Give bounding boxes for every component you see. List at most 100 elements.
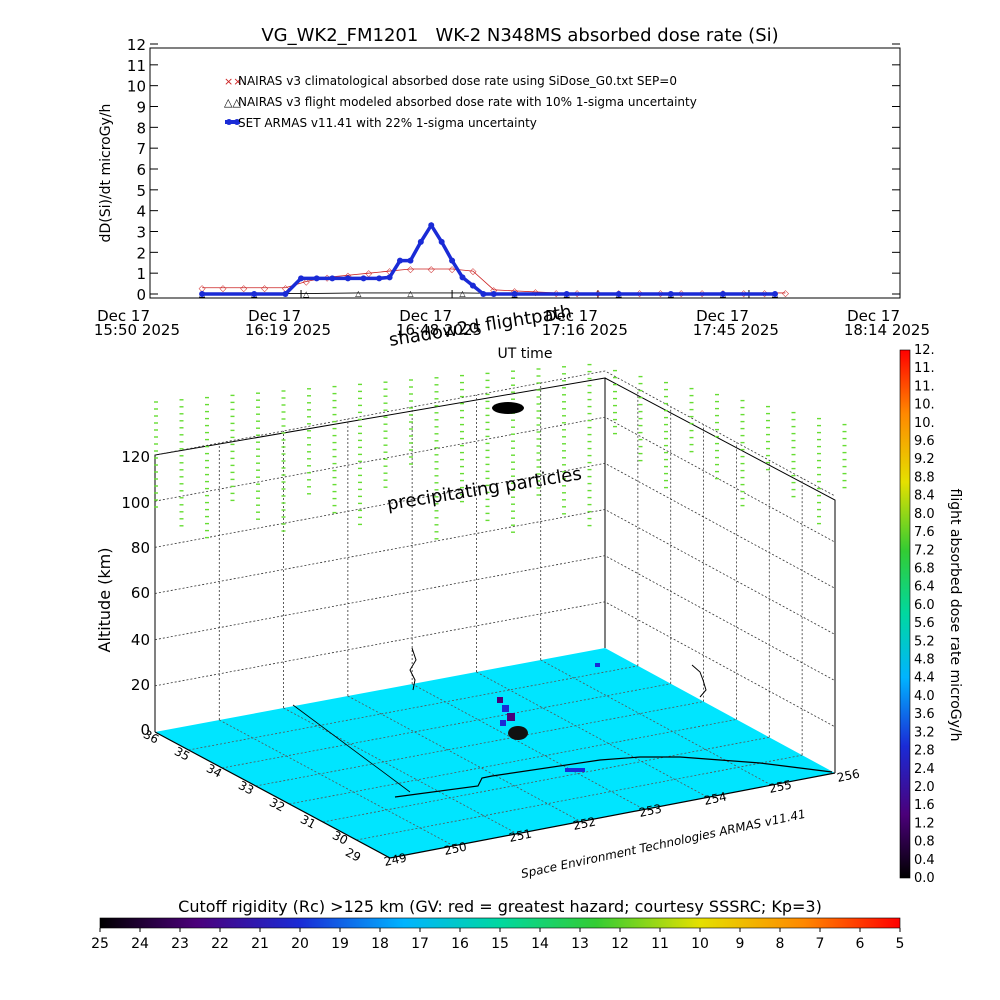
rigidity-tick-label: 20 [291, 936, 309, 952]
colorbar-tick-label: 2.4 [914, 762, 935, 777]
longitude-tick: 251 [508, 826, 533, 844]
surface-floor [155, 648, 835, 858]
armas-point [563, 291, 570, 297]
nairas-flight-point: △ [355, 289, 362, 298]
y-tick-label: 1 [136, 265, 146, 283]
nairas-clim-point: ◇ [219, 284, 226, 294]
colorbar-tick-label: 11. [914, 361, 935, 376]
dose-blob [595, 663, 600, 667]
armas-point [438, 238, 445, 245]
colorbar-tick-label: 11. [914, 379, 935, 394]
colorbar-tick-label: 1.2 [914, 816, 935, 831]
x-tick-label-date: Dec 17 [847, 307, 900, 325]
top-chart-title: VG_WK2_FM1201 WK-2 N348MS absorbed dose … [261, 25, 778, 46]
colorbar-tick-label: 8.4 [914, 489, 935, 504]
armas-point [469, 282, 476, 289]
colorbar-tick-label: 10. [914, 398, 935, 413]
legend-label-armas: SET ARMAS v11.41 with 22% 1-sigma uncert… [238, 116, 537, 130]
rigidity-tick-label: 13 [571, 936, 589, 952]
floor-grid-line [283, 707, 518, 835]
altitude-tick: 120 [121, 448, 150, 466]
nairas-clim-point: ◇ [303, 278, 310, 288]
armas-point [480, 291, 487, 297]
x-tick-label-time: 15:50 2025 [94, 321, 180, 339]
rigidity-tick-label: 16 [451, 936, 469, 952]
rigidity-tick-label: 22 [211, 936, 229, 952]
floor-grid-line [222, 683, 671, 769]
y-tick-label: 3 [136, 224, 146, 242]
longitude-axis: 249 250 251 252 253 254 255 256 [383, 766, 861, 868]
nairas-flight-point: △ [303, 290, 310, 299]
y-tick-label: 6 [136, 161, 146, 179]
altitude-tick: 80 [131, 539, 150, 557]
altitude-axis-label: Altitude (km) [95, 548, 114, 653]
wall-grid [154, 370, 836, 756]
wall-grid-line [154, 601, 836, 728]
armas-point [667, 291, 674, 297]
colorbar-tick-label: 12. [914, 343, 935, 358]
longitude-tick: 249 [383, 850, 408, 868]
latitude-tick: 35 [172, 744, 192, 764]
armas-point [417, 238, 424, 245]
rigidity-colorbar-ticks: 25 24 23 22 21 20 19 18 17 16 15 14 13 12 11 10 9 8 7 6 5 [91, 928, 904, 952]
x-tick-label-date: Dec 17 [97, 307, 150, 325]
altitude-tick: 20 [131, 676, 150, 694]
wall-grid-line [154, 509, 836, 635]
nairas-clim-point: ◇ [282, 284, 289, 294]
armas-point [449, 257, 456, 264]
colorbar-tick-label: 2.0 [914, 780, 935, 795]
top-x-axis-label: UT time [498, 346, 553, 362]
colorbar-tick-label: 10. [914, 416, 935, 431]
track-3d-panel: 0 20 40 60 80 100 120 Altitude (km) 29 3… [95, 301, 861, 881]
wall-grid-line [154, 462, 836, 589]
dose-colorbar-label: flight absorbed dose rate microGy/h [947, 489, 963, 742]
vertical-track-left [409, 647, 417, 691]
armas-point [344, 275, 351, 282]
dose-blob-dark [508, 726, 528, 740]
longitude-tick: 255 [768, 777, 793, 795]
armas-point [772, 291, 778, 297]
rigidity-tick-label: 19 [331, 936, 349, 952]
colorbar-tick-label: 5.2 [914, 634, 935, 649]
wall-grid-line [154, 370, 836, 497]
top-series-group: ◇◇◇◇◇◇◇◇◇◇◇◇◇◇◇◇◇◇◇◇◇◇◇◇◇◇◇◇◇△△△△△△△△△△△… [199, 221, 789, 299]
armas-point [511, 291, 518, 297]
rigidity-tick-label: 8 [776, 936, 785, 952]
floor-grid-line [347, 695, 581, 822]
colorbar-tick-label: 7.2 [914, 543, 935, 558]
longitude-tick: 250 [443, 839, 468, 857]
armas-point [199, 291, 206, 297]
x-tick-label-time: 16:48 2025 [396, 321, 482, 339]
rigidity-tick-label: 5 [896, 936, 905, 952]
dose-blob [500, 720, 506, 726]
colorbar-tick-label: 2.8 [914, 744, 935, 759]
legend-marker-x: ×× [224, 75, 242, 88]
nairas-clim-point: ◇ [365, 269, 372, 279]
rigidity-tick-label: 10 [691, 936, 709, 952]
latitude-tick: 30 [330, 828, 350, 848]
colorbar-tick-label: 0.8 [914, 835, 935, 850]
legend-marker-dot [226, 119, 232, 125]
armas-point [490, 291, 497, 297]
colorbar-tick-label: 9.2 [914, 452, 935, 467]
dose-colorbar-ticks: 0.0 0.4 0.8 1.2 1.6 2.0 2.4 2.8 3.2 3.6 4.0 4.4 4.8 5… [914, 343, 935, 886]
rigidity-tick-label: 24 [131, 936, 149, 952]
legend-item-nairas-flight: △△ NAIRAS v3 flight modeled absorbed dos… [224, 95, 697, 109]
latitude-tick: 33 [236, 778, 256, 798]
armas-point [313, 275, 320, 282]
wall-grid-line [154, 416, 836, 543]
longitude-tick: 256 [836, 766, 861, 784]
legend-item-nairas-clim: ×× NAIRAS v3 climatological absorbed dos… [224, 74, 677, 88]
rigidity-tick-label: 15 [491, 936, 509, 952]
dose-colorbar-gradient [899, 349, 911, 879]
nairas-clim-point: ◇ [386, 267, 393, 277]
precipitating-particles [154, 363, 847, 540]
y-tick-label: 11 [127, 57, 146, 75]
latitude-tick: 32 [267, 795, 287, 815]
x-tick-label-time: 17:45 2025 [693, 321, 779, 339]
dose-blob [565, 768, 585, 772]
rigidity-tick-label: 14 [531, 936, 549, 952]
colorbar-tick-label: 6.0 [914, 598, 935, 613]
y-tick-label: 9 [136, 99, 146, 117]
